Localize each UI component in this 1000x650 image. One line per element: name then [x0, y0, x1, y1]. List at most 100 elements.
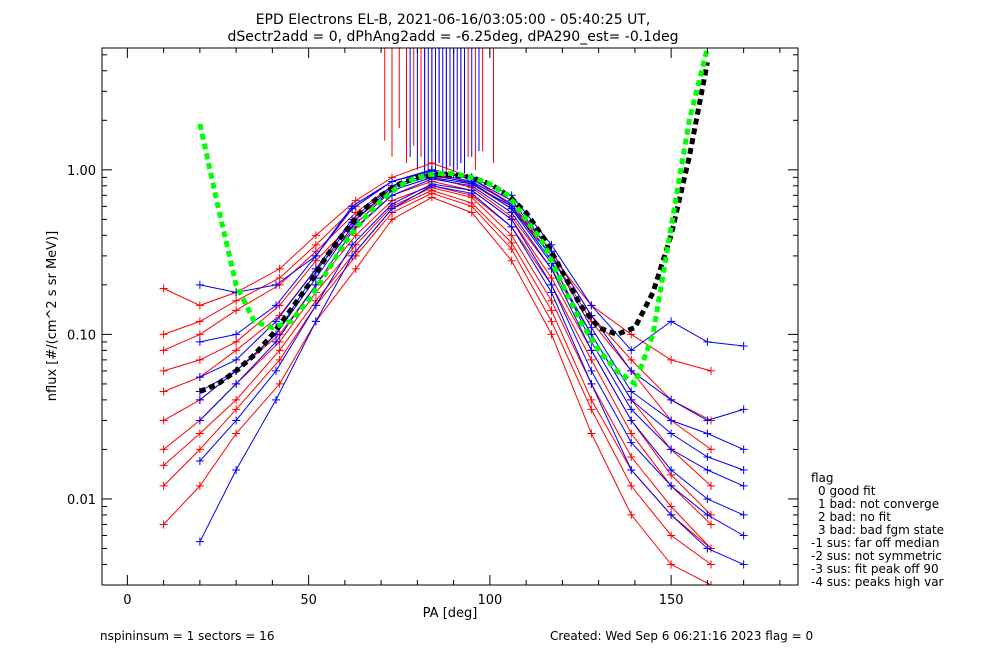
blue-series-point	[739, 342, 748, 351]
blue-series-point	[627, 465, 636, 474]
blue-series-point	[348, 240, 357, 249]
blue-series-point	[195, 457, 204, 466]
legend-item: 3 bad: bad fgm state	[818, 523, 944, 537]
footer-right: Created: Wed Sep 6 06:21:16 2023 flag = …	[550, 629, 813, 643]
blue-series-point	[627, 438, 636, 447]
blue-series-point	[587, 346, 596, 355]
blue-series-point	[667, 416, 676, 425]
blue-series-point	[232, 465, 241, 474]
blue-series-point	[232, 379, 241, 388]
red-series-point	[275, 311, 284, 320]
y-tick-label: 0.10	[67, 328, 96, 343]
red-series-point	[707, 560, 715, 569]
blue-series-point	[507, 222, 516, 231]
red-series-point	[427, 159, 436, 168]
red-series-point	[232, 395, 241, 404]
red-series-point	[195, 445, 204, 454]
red-series-point	[507, 238, 516, 247]
blue-series-point	[587, 301, 596, 310]
blue-series-point	[388, 204, 396, 213]
legend-item: -2 sus: not symmetric	[811, 549, 942, 563]
blue-series-point	[627, 405, 636, 414]
red-series-line	[163, 162, 712, 372]
blue-series-point	[467, 189, 476, 198]
red-series-point	[587, 429, 596, 438]
red-series-point	[195, 317, 204, 326]
red-series-point	[232, 306, 241, 315]
blue-series-point	[739, 445, 748, 454]
red-series-line	[163, 192, 712, 565]
red-series-point	[667, 560, 676, 569]
blue-series-point	[272, 317, 280, 326]
red-series-point	[159, 520, 168, 529]
blue-series-point	[195, 373, 204, 382]
red-series-point	[275, 264, 284, 273]
blue-series-point	[739, 405, 748, 414]
red-series-point	[587, 395, 596, 404]
legend-item: 0 good fit	[818, 484, 876, 498]
blue-series-point	[311, 317, 320, 326]
red-series-point	[547, 330, 556, 339]
legend-item: 1 bad: not converge	[818, 497, 939, 511]
blue-series-point	[739, 465, 748, 474]
blue-series-point	[272, 395, 280, 404]
chart-title: EPD Electrons EL-B, 2021-06-16/03:05:00 …	[256, 12, 651, 28]
legend-item: 2 bad: no fit	[818, 510, 891, 524]
red-series-point	[667, 502, 676, 511]
blue-series-point	[703, 465, 712, 474]
x-tick-label: 150	[659, 593, 684, 608]
red-series-point	[667, 531, 676, 540]
blue-series-point	[739, 560, 748, 569]
red-series-point	[232, 405, 241, 414]
blue-series-point	[195, 337, 204, 346]
blue-series-point	[587, 366, 596, 375]
blue-series-point	[703, 337, 712, 346]
red-series-point	[275, 346, 284, 355]
blue-series-point	[627, 366, 636, 375]
blue-series-point	[703, 416, 712, 425]
red-series-point	[159, 330, 168, 339]
blue-series-point	[667, 510, 676, 519]
red-series-point	[627, 429, 636, 438]
red-series-point	[547, 317, 556, 326]
footer-left: nspininsum = 1 sectors = 16	[100, 629, 274, 643]
red-series-point	[275, 274, 284, 283]
red-series-point	[311, 240, 320, 249]
blue-series-point	[627, 387, 636, 396]
blue-series-point	[195, 537, 204, 546]
red-series-point	[388, 215, 396, 224]
x-tick-label: 0	[123, 593, 131, 608]
blue-series-point	[272, 280, 280, 289]
red-series-point	[159, 387, 168, 396]
blue-series-point	[195, 280, 204, 289]
red-series-point	[507, 256, 516, 265]
blue-series-point	[547, 288, 556, 297]
red-series-point	[195, 429, 204, 438]
red-series-point	[627, 481, 636, 490]
red-series-point	[547, 306, 556, 315]
blue-series-point	[195, 416, 204, 425]
y-tick-label: 0.01	[67, 493, 96, 508]
blue-series-point	[703, 510, 712, 519]
black-fit-curve	[198, 61, 710, 394]
blue-series-point	[667, 465, 676, 474]
red-series-point	[159, 416, 168, 425]
red-series-point	[707, 581, 715, 585]
red-series-point	[627, 510, 636, 519]
blue-series-line	[199, 185, 744, 565]
red-series-point	[351, 264, 360, 273]
blue-series-point	[667, 481, 676, 490]
red-series-point	[232, 429, 241, 438]
red-series-point	[467, 198, 476, 207]
green-fit-curve	[197, 48, 710, 388]
red-series-point	[195, 481, 204, 490]
red-series-line	[163, 185, 712, 525]
red-series-point	[427, 193, 436, 202]
x-axis-label: PA [deg]	[423, 606, 478, 621]
plot-frame	[101, 47, 799, 586]
red-series-point	[627, 330, 636, 339]
red-series-point	[507, 231, 516, 240]
blue-series-point	[232, 330, 241, 339]
blue-series-point	[703, 452, 712, 461]
red-series-point	[467, 208, 476, 217]
